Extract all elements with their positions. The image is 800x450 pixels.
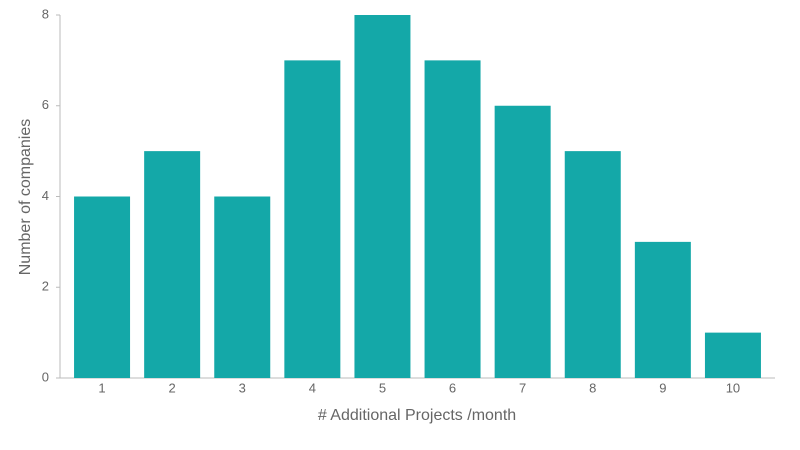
x-axis-title: # Additional Projects /month [318,407,516,424]
bar [634,241,691,378]
y-tick-label: 6 [42,97,49,112]
y-tick-label: 0 [42,369,49,384]
x-tick-label: 3 [239,380,246,395]
x-tick-label: 2 [169,380,176,395]
y-tick-label: 8 [42,6,49,21]
bar [284,60,341,378]
y-tick-label: 4 [42,188,49,203]
x-tick-label: 9 [659,380,666,395]
x-tick-label: 7 [519,380,526,395]
x-tick-label: 1 [98,380,105,395]
bar [704,332,761,378]
bar [144,151,201,378]
bar [214,196,271,378]
y-tick-label: 2 [42,279,49,294]
x-tick-label: 4 [309,380,316,395]
x-tick-label: 8 [589,380,596,395]
x-tick-label: 6 [449,380,456,395]
bar [354,15,411,378]
bar [564,151,621,378]
x-tick-label: 5 [379,380,386,395]
bar [424,60,481,378]
bar [74,196,131,378]
bar [494,105,551,378]
x-tick-label: 10 [726,380,740,395]
y-axis-title: Number of companies [17,119,34,276]
